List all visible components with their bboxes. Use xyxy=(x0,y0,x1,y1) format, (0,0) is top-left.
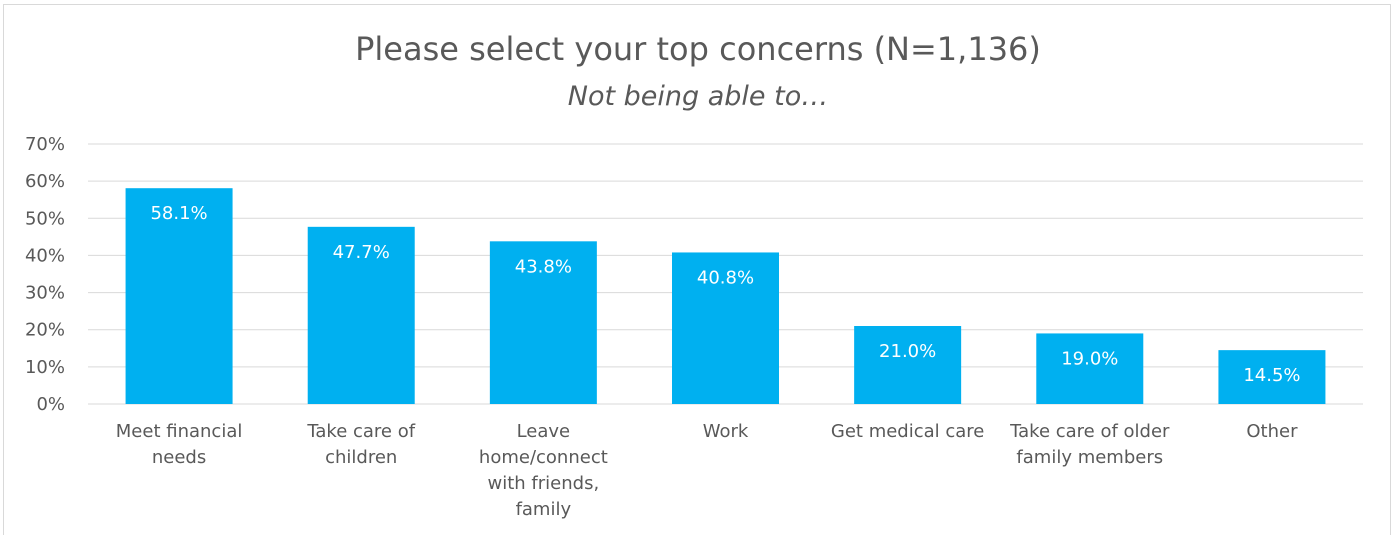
y-tick-label: 40% xyxy=(25,245,65,266)
y-tick-label: 30% xyxy=(25,283,65,304)
category-label: Take care of older xyxy=(1009,421,1170,442)
bar xyxy=(1036,333,1144,404)
data-label: 58.1% xyxy=(150,203,207,224)
bar xyxy=(1218,350,1326,404)
y-tick-label: 10% xyxy=(25,357,65,378)
bar xyxy=(672,252,779,404)
data-label: 19.0% xyxy=(1061,348,1118,369)
category-label: Work xyxy=(703,421,749,442)
category-label: children xyxy=(325,447,397,468)
data-label: 14.5% xyxy=(1243,365,1300,386)
category-label: home/connect xyxy=(479,447,608,468)
chart-frame xyxy=(3,4,1391,535)
category-label: Other xyxy=(1246,421,1298,442)
x-axis-category-labels: Meet financial needs Take care of children L… xyxy=(116,421,1298,520)
data-label: 47.7% xyxy=(333,242,390,263)
data-label: 43.8% xyxy=(515,256,572,277)
bar xyxy=(307,226,415,404)
y-tick-label: 20% xyxy=(25,320,65,341)
data-labels: 58.1% 47.7% 43.8% 40.8% 21.0% 19.0% 14.5% xyxy=(150,203,1300,386)
y-tick-label: 50% xyxy=(25,208,65,229)
bar xyxy=(854,326,962,404)
bar xyxy=(489,241,597,404)
category-label: with friends, xyxy=(488,473,600,494)
chart-title: Please select your top concerns (N=1,136… xyxy=(355,30,1041,68)
category-label: needs xyxy=(152,447,206,468)
y-axis-tick-labels: 0% 10% 20% 30% 40% 50% 60% 70% xyxy=(25,134,65,415)
bar xyxy=(125,188,233,404)
y-tick-label: 0% xyxy=(36,394,65,415)
data-label: 21.0% xyxy=(879,341,936,362)
y-tick-label: 70% xyxy=(25,134,65,155)
category-label: Meet financial xyxy=(116,421,243,442)
y-tick-label: 60% xyxy=(25,171,65,192)
chart-subtitle: Not being able to… xyxy=(568,81,828,112)
bars xyxy=(125,188,1326,404)
category-label: family xyxy=(516,499,572,520)
category-label: Take care of xyxy=(306,421,415,442)
category-label: Leave xyxy=(517,421,571,442)
category-label: Get medical care xyxy=(831,421,985,442)
data-label: 40.8% xyxy=(697,267,754,288)
category-label: family members xyxy=(1016,447,1163,468)
